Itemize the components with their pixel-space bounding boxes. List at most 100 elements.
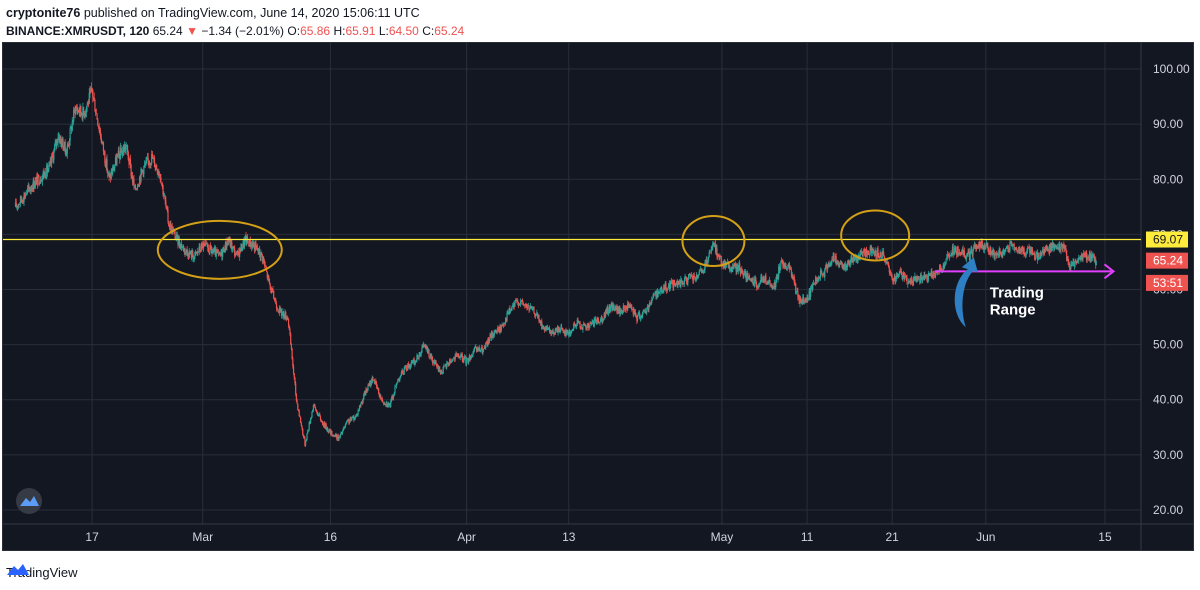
candle-body (348, 420, 351, 423)
candle-body (969, 253, 971, 261)
candle-body (107, 172, 110, 174)
candle-body (602, 318, 605, 321)
candle-body (460, 354, 462, 358)
candle-body (312, 410, 314, 412)
candle-body (231, 242, 233, 250)
symbol-label[interactable]: BINANCE:XMRUSDT, 120 (6, 24, 150, 38)
candle-body (40, 180, 42, 182)
candle-body (839, 262, 841, 265)
candle-body (783, 263, 785, 267)
candle-body (845, 267, 847, 269)
candle-body (321, 421, 323, 423)
candle-body (792, 274, 794, 279)
candle-body (58, 137, 61, 143)
candle-body (358, 405, 361, 411)
candle-body (819, 270, 822, 277)
price-tag-label: 53:51 (1153, 276, 1183, 290)
candle-body (1075, 260, 1077, 262)
candle-body (912, 279, 915, 286)
candle-body (184, 248, 186, 254)
candle-body (946, 257, 948, 260)
candle-body (630, 307, 632, 309)
candle-body (1043, 249, 1045, 254)
candle-body (295, 383, 297, 394)
candle-body (856, 256, 859, 261)
candle-body (828, 263, 830, 265)
candle-body (539, 320, 541, 322)
candle-body (636, 316, 638, 321)
candle-body (1002, 249, 1004, 256)
candle-body (1066, 256, 1068, 261)
candle-body (512, 304, 515, 307)
annotation-line-1: Trading (990, 284, 1044, 301)
candle-body (906, 277, 908, 285)
candle-body (709, 252, 712, 254)
candle-body (41, 181, 43, 182)
candle-body (545, 327, 547, 330)
candle-body (70, 126, 73, 131)
candle-body (444, 365, 446, 367)
candle-body (351, 417, 354, 419)
candle-body (977, 244, 979, 247)
candle-body (344, 427, 346, 429)
candle-body (94, 99, 96, 112)
candle-body (851, 256, 853, 262)
range-arrow-head (1103, 263, 1116, 280)
candle-body (871, 247, 873, 254)
candle-body (1089, 253, 1091, 261)
candle-body (428, 350, 430, 357)
candle-body (949, 255, 951, 257)
candle-body (297, 403, 299, 410)
candle-body (735, 264, 737, 272)
candle-body (383, 402, 385, 404)
circled-zone (156, 219, 283, 280)
candle-body (753, 282, 755, 285)
candle-body (614, 305, 617, 309)
tradingview-logo-icon[interactable] (6, 561, 30, 577)
candle-body (571, 330, 573, 332)
candle-body (21, 200, 23, 202)
author-name[interactable]: cryptonite76 (6, 6, 81, 20)
candle-body (971, 249, 973, 251)
candle-body (331, 435, 334, 437)
candle-body (227, 240, 229, 242)
candle-body (1020, 249, 1022, 253)
candle-body (47, 169, 49, 173)
candle-body (972, 248, 974, 256)
candle-body (563, 330, 565, 333)
candle-body (754, 278, 756, 281)
candle-body (1085, 251, 1088, 261)
candle-body (824, 266, 827, 270)
candle-body (386, 402, 388, 406)
candle-body (817, 280, 819, 281)
candle-body (379, 395, 381, 398)
candle-body (692, 276, 694, 281)
candle-body (763, 278, 766, 282)
candle-body (83, 113, 85, 117)
candle-body (1066, 250, 1068, 261)
candle-body (55, 142, 57, 146)
candle-body (1092, 255, 1094, 257)
candle-body (536, 312, 538, 314)
candle-body (528, 305, 530, 311)
candlesticks (14, 82, 1098, 447)
candle-body (500, 325, 502, 331)
candle-body (194, 251, 196, 257)
candle-body (324, 423, 327, 428)
candle-body (921, 278, 923, 281)
candle-body (689, 274, 691, 277)
candle-body (994, 254, 996, 260)
candle-body (347, 420, 349, 421)
candle-body (150, 163, 152, 165)
candle-body (574, 325, 576, 327)
high-label: H: (333, 24, 346, 38)
candle-body (1035, 253, 1037, 258)
candle-body (893, 276, 895, 279)
candle-body (434, 360, 437, 362)
candle-body (885, 261, 888, 263)
candle-body (755, 280, 757, 285)
candle-body (1015, 247, 1017, 250)
candle-body (647, 306, 649, 310)
